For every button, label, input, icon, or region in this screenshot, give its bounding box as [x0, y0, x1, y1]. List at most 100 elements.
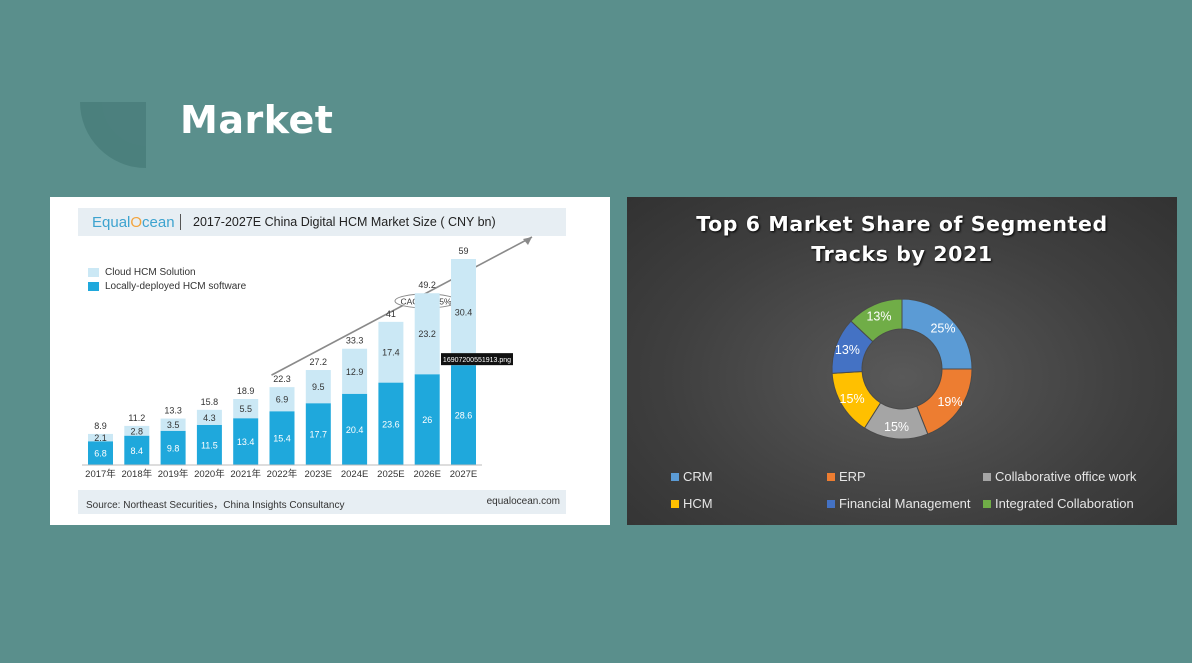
bar-total-label: 22.3	[273, 374, 291, 384]
donut-legend-label: HCM	[683, 496, 713, 511]
legend-item-local: Locally-deployed HCM software	[88, 279, 246, 293]
donut-slice-label: 25%	[930, 321, 955, 335]
donut-legend-label: Integrated Collaboration	[995, 496, 1134, 511]
source-note: Source: Northeast Securities，China Insig…	[86, 500, 345, 511]
legend-item-cloud: Cloud HCM Solution	[88, 265, 246, 279]
bar-cloud-value-label: 2.1	[94, 433, 107, 443]
legend-label-cloud: Cloud HCM Solution	[105, 266, 196, 278]
donut-slice-label: 15%	[840, 392, 865, 406]
donut-legend-swatch	[827, 499, 835, 508]
bar-local-value-label: 8.4	[131, 446, 144, 456]
header-divider	[180, 214, 181, 230]
bar-local-value-label: 28.6	[455, 411, 473, 421]
bar-cloud-segment	[269, 387, 295, 412]
page-title: Market	[180, 98, 334, 142]
bar-total-label: 49.2	[418, 280, 436, 290]
hcm-market-size-chart: CAGR:21.5%6.82.18.92017年8.42.811.22018年9…	[50, 197, 610, 525]
bar-cloud-value-label: 6.9	[276, 395, 289, 405]
donut-legend-item: CRM	[671, 469, 827, 484]
donut-title-line-2: Tracks by 2021	[811, 242, 993, 266]
donut-legend-label: ERP	[839, 469, 866, 484]
image-tooltip-text: 16907200551913.png	[443, 357, 511, 364]
x-tick-label: 2018年	[121, 468, 152, 480]
donut-legend-item: Integrated Collaboration	[983, 496, 1163, 511]
bar-local-segment	[342, 393, 368, 465]
bar-local-value-label: 26	[422, 415, 432, 425]
bar-total-label: 8.9	[94, 421, 107, 431]
bar-local-value-label: 23.6	[382, 419, 400, 429]
bar-total-label: 41	[386, 309, 396, 319]
title-decoration-icon	[80, 102, 146, 168]
bar-local-value-label: 15.4	[273, 434, 291, 444]
bar-total-label: 15.8	[201, 397, 219, 407]
donut-slice-label: 19%	[937, 395, 962, 409]
x-tick-label: 2026E	[413, 469, 440, 480]
chart-header: EqualOcean 2017-2027E China Digital HCM …	[78, 208, 566, 236]
bar-total-label: 13.3	[164, 406, 182, 416]
bar-local-segment	[305, 403, 331, 465]
bar-local-value-label: 9.8	[167, 443, 180, 453]
bar-cloud-value-label: 9.5	[312, 382, 325, 392]
bar-cloud-value-label: 12.9	[346, 367, 364, 377]
bar-local-segment	[378, 382, 404, 465]
donut-legend-swatch	[983, 472, 991, 481]
x-tick-label: 2027E	[450, 469, 477, 480]
x-tick-label: 2025E	[377, 469, 404, 480]
image-tooltip	[441, 353, 513, 366]
cagr-trend-arrow	[271, 236, 533, 376]
equalocean-logo: EqualOcean	[92, 214, 175, 231]
bar-cloud-value-label: 5.5	[239, 404, 252, 414]
donut-slice	[850, 298, 903, 343]
bar-cloud-segment	[124, 425, 150, 436]
x-tick-label: 2017年	[85, 468, 116, 480]
bar-local-segment	[196, 424, 222, 465]
donut-title-line-1: Top 6 Market Share of Segmented	[696, 212, 1108, 236]
bar-cloud-segment	[342, 348, 368, 394]
bar-local-value-label: 20.4	[346, 425, 364, 435]
bar-chart-title: 2017-2027E China Digital HCM Market Size…	[193, 215, 496, 229]
bar-total-label: 33.3	[346, 336, 364, 346]
donut-legend-item: ERP	[827, 469, 983, 484]
x-tick-label: 2022年	[267, 468, 298, 480]
bar-chart-legend: Cloud HCM Solution Locally-deployed HCM …	[88, 265, 246, 293]
bar-local-segment	[233, 418, 259, 465]
legend-swatch-local	[88, 281, 99, 291]
donut-legend-item: Financial Management	[827, 496, 983, 511]
donut-canvas: 25% 19% 15% 15% 13% 13%	[831, 298, 973, 440]
donut-slice-label: 15%	[884, 420, 909, 434]
cagr-arrow-head	[523, 237, 532, 245]
donut-slice-label: 13%	[866, 309, 891, 323]
x-tick-label: 2023E	[305, 469, 332, 480]
x-tick-label: 2019年	[158, 468, 189, 480]
donut-chart-title: Top 6 Market Share of Segmented Tracks b…	[627, 209, 1177, 269]
bar-local-segment	[414, 374, 440, 465]
bar-local-segment	[124, 435, 150, 465]
bar-local-segment	[451, 365, 476, 465]
bar-cloud-segment	[378, 321, 404, 383]
bar-local-segment	[269, 411, 295, 465]
bar-chart-canvas: CAGR:21.5%6.82.18.92017年8.42.811.22018年9…	[82, 236, 533, 480]
site-link[interactable]: equalocean.com	[486, 496, 560, 507]
bar-cloud-value-label: 23.2	[418, 329, 436, 339]
donut-legend-item: Collaborative office work	[983, 469, 1163, 484]
donut-legend: CRM ERP Collaborative office work HCM Financ…	[671, 469, 1171, 511]
bar-cloud-segment	[414, 293, 440, 375]
bar-local-segment	[88, 441, 113, 465]
donut-legend-label: CRM	[683, 469, 713, 484]
donut-legend-swatch	[983, 499, 991, 508]
bar-total-label: 18.9	[237, 386, 255, 396]
bar-cloud-value-label: 30.4	[455, 308, 473, 318]
market-share-donut-chart: Top 6 Market Share of Segmented Tracks b…	[627, 197, 1177, 525]
bar-cloud-value-label: 2.8	[131, 426, 144, 436]
bar-local-value-label: 17.7	[310, 430, 328, 440]
donut-slice-label: 13%	[835, 343, 860, 357]
x-tick-label: 2020年	[194, 468, 225, 480]
bar-cloud-value-label: 4.3	[203, 413, 216, 423]
donut-legend-swatch	[671, 499, 679, 508]
donut-legend-swatch	[827, 472, 835, 481]
bar-cloud-segment	[451, 259, 476, 366]
bar-cloud-segment	[305, 370, 331, 404]
bar-cloud-value-label: 17.4	[382, 348, 400, 358]
legend-label-local: Locally-deployed HCM software	[105, 280, 247, 292]
bar-total-label: 11.2	[128, 413, 145, 423]
